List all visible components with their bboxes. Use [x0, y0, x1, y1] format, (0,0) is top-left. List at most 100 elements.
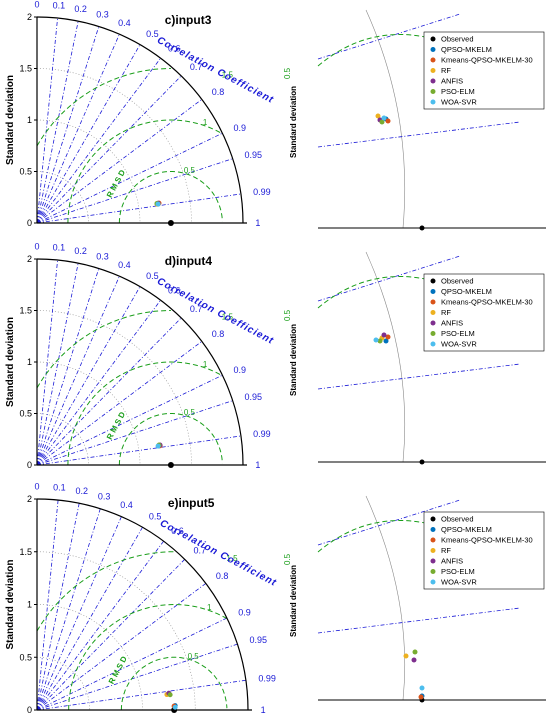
correlation-ray: [36, 317, 182, 466]
legend-marker: [430, 341, 436, 347]
zoom-model-point: [381, 332, 387, 338]
legend-entry-label: RF: [441, 308, 451, 317]
correlation-tick-label: 0.5: [146, 271, 159, 281]
legend-marker: [430, 579, 436, 585]
std-tick-label: 1: [27, 357, 32, 367]
legend-marker: [430, 527, 436, 532]
rmsd-arc: [67, 119, 223, 224]
correlation-tick-label: 0.6: [168, 43, 181, 53]
correlation-tick-label: 0: [34, 242, 39, 252]
std-grid-arc: [36, 68, 192, 224]
taylor-panel-1: 0 0.1 0.2 0.3 0.4 0.5 0.6 0.7 0.8 0.9 0.95 0.99 1 0.5…: [5, 0, 276, 228]
correlation-ray: [36, 193, 241, 224]
legend-entry-label: QPSO-MKELM: [441, 45, 492, 54]
zoom-model-point: [381, 115, 387, 121]
y-axis-label: Standard deviation: [5, 559, 16, 649]
correlation-ray: [36, 276, 120, 466]
correlation-tick-label: 0: [34, 481, 39, 491]
model-point: [167, 692, 173, 698]
rmsd-arc: [118, 171, 223, 223]
correlation-ray: [36, 508, 101, 711]
zoom-rmsd-label: 0.5: [283, 553, 292, 565]
correlation-ray: [36, 559, 185, 711]
std-tick-label: 1: [27, 115, 32, 125]
correlation-tick-label: 0.1: [53, 243, 66, 253]
observed-point: [167, 220, 174, 226]
legend-box: [423, 511, 545, 590]
legend-marker: [430, 516, 436, 522]
legend-box: [423, 31, 545, 110]
panel-title: c)input3: [165, 13, 212, 27]
legend-marker: [430, 569, 436, 574]
observed-point: [167, 462, 174, 468]
correlation-ray: [36, 400, 233, 466]
correlation-tick-label: 0.3: [96, 10, 109, 20]
panel-title: d)input4: [165, 254, 213, 268]
correlation-ray: [36, 21, 79, 224]
legend-entry-label: RF: [441, 546, 451, 555]
correlation-ray: [36, 540, 164, 711]
taylor-panel-2: 0 0.1 0.2 0.3 0.4 0.5 0.6 0.7 0.8 0.9 0.95 0.99 1 0.5…: [5, 242, 276, 470]
zoom-correlation-ray: [317, 363, 521, 390]
rmsd-arc: [36, 551, 175, 632]
rmsd-arc: [68, 603, 228, 710]
legend-entry-label: QPSO-MKELM: [441, 525, 492, 534]
std-tick-label: 1.5: [19, 547, 32, 557]
legend-marker: [430, 289, 436, 294]
zoom-model-point: [412, 649, 418, 655]
outer-arc: [36, 258, 244, 466]
legend-entry-label: Observed: [441, 277, 474, 286]
legend-entry-label: ANFIS: [441, 77, 463, 86]
rmsd-arc: [118, 413, 223, 465]
correlation-tick-label: 0.4: [120, 500, 133, 510]
rmsd-tick-label: 0.5: [184, 408, 196, 417]
correlation-ray: [36, 57, 161, 224]
correlation-tick-label: 0.6: [168, 285, 181, 295]
correlation-tick-label: 0.7: [194, 545, 207, 555]
legend-entry-label: ANFIS: [441, 319, 463, 328]
std-grid-arc: [36, 413, 89, 466]
correlation-tick-label: 0.5: [146, 29, 159, 39]
std-tick-label: 0.5: [19, 167, 32, 177]
legend-entry-label: WOA-SVR: [441, 98, 477, 107]
correlation-tick-label: 0.95: [249, 635, 267, 645]
correlation-ray: [36, 17, 58, 224]
legend-marker: [430, 99, 436, 105]
correlation-tick-label: 0.4: [118, 260, 131, 270]
zoom-y-axis-label: Standard deviation: [289, 324, 298, 396]
std-tick-label: 1.5: [19, 306, 32, 316]
correlation-ray: [36, 617, 228, 711]
legend-entry-label: Kmeans-QPSO-MKELM-30: [441, 56, 533, 65]
legend-entry-label: QPSO-MKELM: [441, 287, 492, 296]
legend-marker: [430, 331, 436, 336]
zoom-std-grid: [365, 251, 406, 463]
correlation-ray: [36, 75, 182, 224]
correlation-tick-label: 0.5: [149, 511, 162, 521]
zoom-observed-point: [419, 225, 425, 231]
legend-marker: [430, 47, 436, 52]
zoom-model-point: [418, 694, 424, 700]
zoom-correlation-ray: [317, 499, 461, 546]
rmsd-arc: [120, 656, 228, 710]
zoom-std-grid: [365, 9, 406, 229]
rmsd-arc: [67, 361, 223, 466]
legend-entry-label: Kmeans-QPSO-MKELM-30: [441, 536, 533, 545]
correlation-ray: [36, 158, 233, 224]
correlation-tick-label: 0.2: [74, 4, 87, 14]
rmsd-arc: [36, 310, 171, 389]
correlation-ray: [36, 132, 223, 224]
zoom-model-point: [379, 119, 385, 125]
zoom-correlation-ray: [317, 13, 461, 60]
correlation-ray: [36, 679, 246, 711]
model-point: [155, 201, 161, 207]
legend-marker: [430, 320, 436, 326]
correlation-ray: [36, 268, 100, 466]
zoom-model-point: [385, 334, 391, 340]
correlation-tick-label: 0.8: [216, 571, 229, 581]
outer-arc: [36, 16, 244, 224]
correlation-tick-label: 0.1: [53, 1, 66, 11]
rmsd-tick-label: 0.5: [184, 166, 196, 175]
model-point: [172, 704, 178, 710]
